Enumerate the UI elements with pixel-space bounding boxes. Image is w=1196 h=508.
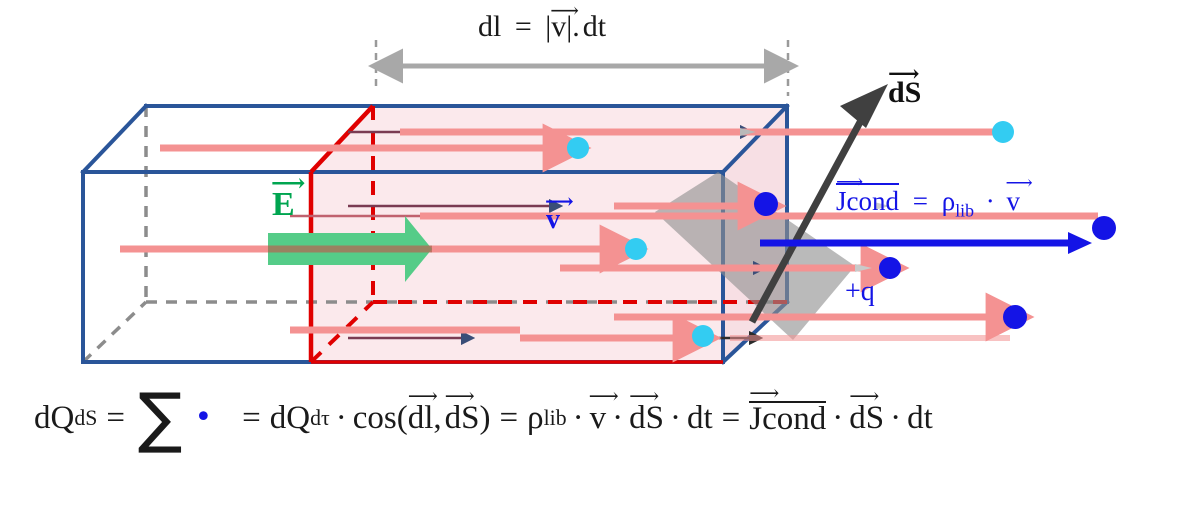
dimension-label-dl: dl = | ⟶ v|. dt (478, 0, 607, 43)
jcond-definition: ⟶ Jcond = ρlib · ⟶ v (836, 172, 1033, 221)
particle-flow-faint-lines (640, 129, 1095, 341)
dimension-line-dl (367, 40, 799, 96)
box-hidden-edges (81, 106, 787, 364)
jcond-vector-arrow (760, 232, 1092, 254)
electric-field-label: ⟶ E (271, 171, 306, 223)
flow-arrowheads-gray (740, 128, 890, 272)
velocity-label: ⟶ v (545, 191, 574, 235)
charge-dots (567, 121, 1116, 347)
charge-plus-q-label: +q (845, 276, 875, 307)
dS-vector-label: ⟶ dS (888, 61, 922, 109)
dS-vector-arrow (748, 84, 888, 324)
main-equation: dQ dS = ∑ • = dQ dτ · cos( ⟶ dl, ⟶ dS) = ρ… (34, 379, 933, 456)
